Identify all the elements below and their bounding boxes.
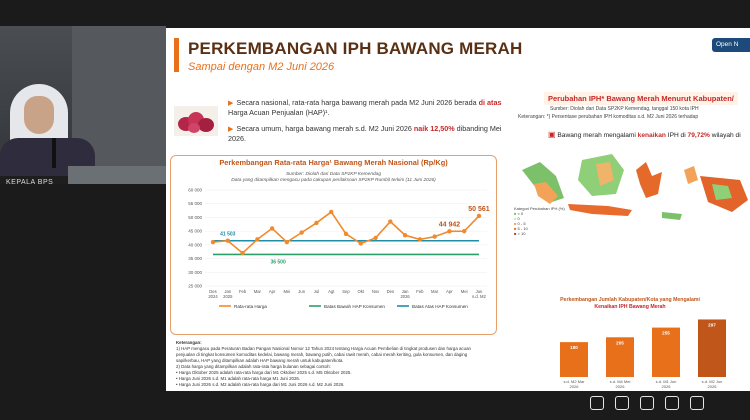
price-point (417, 237, 423, 242)
legend-label: Rata-rata Harga (234, 304, 267, 309)
map-claim: ▣ Bawang merah mengalami kenaikan IPH di… (548, 130, 741, 139)
price-point (314, 220, 319, 226)
price-point (240, 250, 245, 256)
open-notes-button[interactable]: Open N (712, 38, 750, 52)
x-tick-label: Mar (254, 289, 262, 294)
more-icon[interactable] (690, 396, 704, 410)
bar-value-label: 180 (570, 345, 578, 350)
price-point (329, 209, 334, 215)
y-tick-label: 35 000 (188, 256, 202, 261)
title-accent (174, 38, 179, 72)
bar-value-label: 205 (616, 340, 624, 345)
bar-category-label: s.d. M2 Mar 2026 (563, 379, 585, 389)
webcam-feed: KEPALA BPS (0, 26, 166, 184)
notes-icon[interactable] (640, 396, 654, 410)
x-tick-label: Mei (284, 289, 291, 294)
nameplate: KEPALA BPS (0, 176, 68, 184)
price-point (299, 230, 304, 235)
bar-chart-title: Perkembangan Jumlah Kabupaten/Kota yang … (560, 297, 700, 310)
y-tick-label: 45 000 (188, 229, 202, 234)
price-point (358, 241, 363, 246)
y-tick-label: 25 000 (188, 284, 202, 289)
right-panel: Perubahan IPH* Bawang Merah Menurut Kabu… (504, 92, 750, 391)
x-tick-label: Des (387, 289, 394, 294)
x-tick-label: Jul (314, 289, 319, 294)
bar-value-label: 255 (662, 331, 670, 336)
data-label: 44 942 (439, 221, 461, 228)
chart-source: Sumber: Diolah dari Data SP2KP Kemendag … (231, 172, 436, 183)
bar (698, 319, 726, 377)
x-tick-label: Feb (416, 289, 424, 294)
map-source: Sumber: Diolah dari Data SP2KP Kemendag,… (550, 106, 699, 112)
x-tick-label: Jun s.d. M2 (472, 289, 486, 299)
bullet-general: ▶ Secara umum, harga bawang merah s.d. M2… (228, 124, 502, 143)
x-tick-label: Apr (446, 289, 453, 294)
x-tick-label: Okt (358, 289, 365, 294)
x-tick-label: Jan 2026 (400, 289, 410, 299)
legend-label: Batas Bawah HAP Konsumen (324, 304, 385, 309)
bar-category-label: s.d. M1 Jun 2026 (656, 379, 677, 389)
x-tick-label: Sep (342, 289, 350, 294)
price-point (284, 239, 290, 245)
price-point (462, 228, 467, 234)
x-tick-label: Jan 2025 (223, 289, 233, 299)
thumbs-down-icon[interactable] (615, 396, 629, 410)
price-point (432, 234, 437, 239)
chart-title: Perkembangan Rata-rata Harga¹ Bawang Mer… (219, 158, 448, 167)
price-chart-card: Perkembangan Rata-rata Harga¹ Bawang Mer… (170, 155, 497, 335)
x-tick-label: Apr (269, 289, 276, 294)
y-tick-label: 50 000 (188, 215, 202, 220)
price-point (388, 219, 393, 224)
price-point (269, 226, 275, 231)
price-point (343, 231, 349, 237)
line-chart: 25 000 30 000 35 000 40 000 45 000 50 000 55 0… (188, 188, 490, 309)
legend-label: Batas Atas HAP Konsumen (412, 304, 468, 309)
price-point (402, 233, 408, 238)
x-tick-label: Jun (298, 289, 305, 294)
slide-title: PERKEMBANGAN IPH BAWANG MERAH (188, 39, 523, 58)
y-tick-label: 55 000 (188, 201, 202, 206)
bar-category-label: s.d. M4 Mei 2026 (610, 379, 631, 389)
x-tick-label: Nov (372, 289, 380, 294)
microphone-icon (52, 138, 56, 168)
bar-category-label: s.d. M2 Jun 2026 (702, 379, 723, 389)
data-label: 41 503 (220, 232, 236, 238)
data-label: 50 561 (468, 206, 490, 213)
thumbs-up-icon[interactable] (590, 396, 604, 410)
bullet-national: ▶ Secara nasional, rata-rata harga bawang… (228, 98, 502, 117)
footnote: Keterangan: 1) HAP mengacu pada Peratura… (176, 340, 471, 387)
price-point (476, 213, 482, 219)
y-tick-label: 40 000 (188, 242, 202, 247)
x-tick-label: Mar (431, 289, 439, 294)
indonesia-map (522, 154, 748, 220)
map-note: Keterangan: *) Persentase perubahan IPH … (518, 114, 699, 120)
bar (652, 327, 680, 377)
x-tick-label: Des 2024 (208, 289, 218, 299)
data-label: 36 500 (270, 259, 286, 265)
x-tick-label: Mei (461, 289, 468, 294)
price-point (255, 237, 260, 242)
bottom-toolbar (590, 396, 750, 416)
price-point (447, 229, 452, 234)
onion-photo (174, 106, 218, 136)
bar-value-label: 297 (708, 322, 716, 327)
bar-chart: 180 s.d. M2 Mar 2026 205 s.d. M4 Mei 2026 255 s… (560, 319, 726, 389)
slide-subtitle: Sampai dengan M2 Juni 2026 (188, 61, 335, 73)
x-tick-label: Agt (328, 289, 335, 294)
share-icon[interactable] (665, 396, 679, 410)
y-tick-label: 30 000 (188, 270, 202, 275)
bar (560, 342, 588, 377)
bar (606, 337, 634, 377)
price-point (225, 238, 230, 243)
x-tick-label: Feb (239, 289, 247, 294)
map-title: Perubahan IPH* Bawang Merah Menurut Kabu… (544, 92, 738, 105)
map-legend: Kategori Perubahan IPH (%) ■ < 0 ■ 0 ■ 0… (514, 206, 565, 236)
price-point (210, 239, 216, 245)
price-point (373, 235, 378, 241)
y-tick-label: 60 000 (188, 188, 202, 193)
presentation-slide: PERKEMBANGAN IPH BAWANG MERAH Sampai den… (166, 28, 750, 391)
